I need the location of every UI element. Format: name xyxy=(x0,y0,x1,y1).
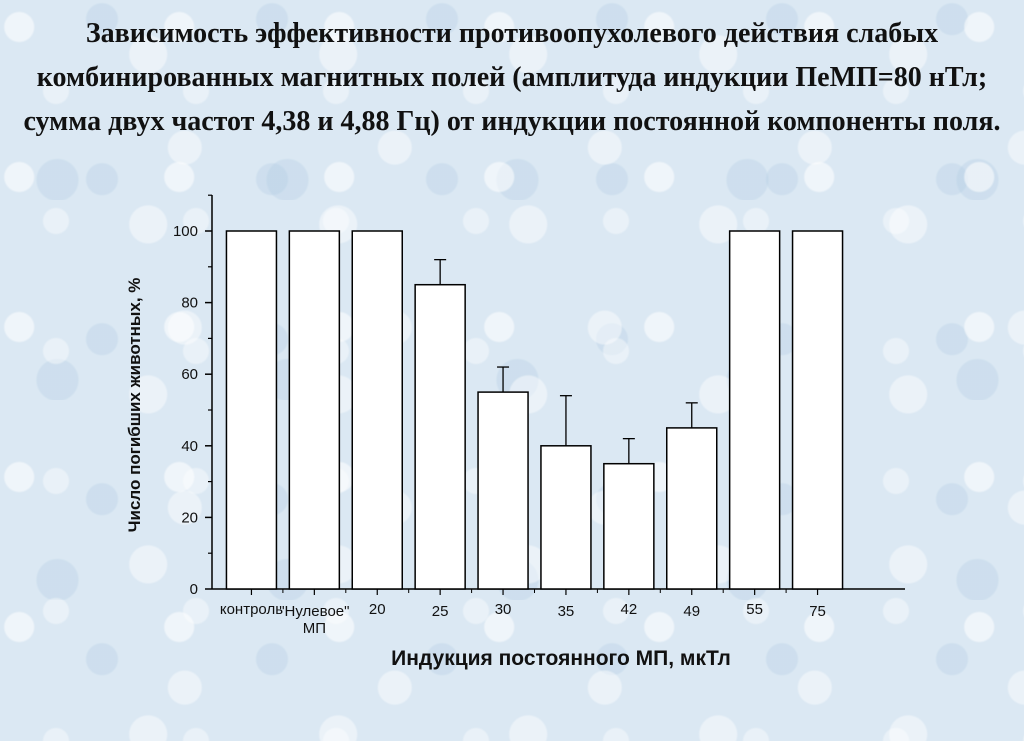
bar xyxy=(225,230,278,590)
y-axis-label: Число погибших животных, % xyxy=(125,278,144,533)
bar xyxy=(603,462,655,590)
x-tick-label: "Нулевое" МП xyxy=(279,603,349,637)
bar xyxy=(414,283,466,590)
x-tick-label: 55 xyxy=(746,601,763,618)
x-tick-label: 75 xyxy=(809,603,826,620)
x-tick-label-line: 20 xyxy=(369,601,386,618)
x-tick-label-line: "Нулевое" xyxy=(279,603,349,620)
x-tick-label-line: 55 xyxy=(746,601,763,618)
bar xyxy=(288,230,341,590)
bar xyxy=(791,230,844,590)
axis-labels: Число погибших животных, % Индукция пост… xyxy=(125,278,826,670)
x-tick-label-line: 49 xyxy=(683,603,700,620)
y-tick-label: 20 xyxy=(181,509,198,526)
y-tick-label: 0 xyxy=(190,581,198,598)
x-tick-label: контроль xyxy=(220,601,283,618)
x-tick-label: 42 xyxy=(621,601,638,618)
x-tick-label: 49 xyxy=(683,603,700,620)
x-tick-label-line: 25 xyxy=(432,603,449,620)
x-tick-label: 25 xyxy=(432,603,449,620)
x-tick-label: 35 xyxy=(558,603,575,620)
bar xyxy=(666,427,718,590)
x-tick-label-line: МП xyxy=(303,620,326,637)
y-tick-label: 80 xyxy=(181,295,198,312)
x-tick-label-line: 42 xyxy=(621,601,638,618)
bar xyxy=(477,391,529,590)
bar xyxy=(540,445,592,590)
x-tick-label-line: контроль xyxy=(220,601,283,618)
slide-title: Зависимость эффективности противоопухоле… xyxy=(23,18,1001,137)
y-tick-label: 40 xyxy=(181,438,198,455)
x-tick-label: 30 xyxy=(495,601,512,618)
bars xyxy=(225,230,844,590)
y-tick-label: 60 xyxy=(181,366,198,383)
x-tick-label-line: 35 xyxy=(558,603,575,620)
x-tick-label-line: 75 xyxy=(809,603,826,620)
y-tick-label: 100 xyxy=(173,223,198,240)
x-tick-label-line: 30 xyxy=(495,601,512,618)
error-bars xyxy=(434,258,698,464)
x-tick-label: 20 xyxy=(369,601,386,618)
bar xyxy=(728,230,781,590)
bar xyxy=(351,230,403,590)
x-axis-label: Индукция постоянного МП, мкТл xyxy=(391,647,731,670)
